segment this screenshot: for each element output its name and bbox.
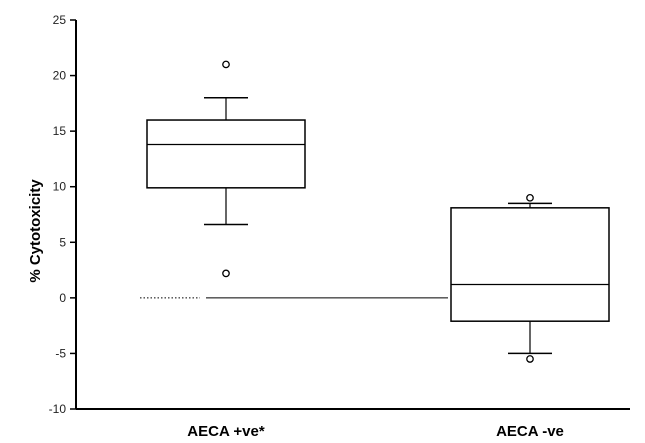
- outlier-point: [222, 269, 230, 278]
- category-labels: AECA +ve* AECA -ve: [187, 423, 564, 440]
- box-2: [450, 193, 610, 363]
- x-category-label: AECA -ve: [496, 423, 564, 440]
- box-iqr: [450, 207, 610, 322]
- y-tick-label: 10: [53, 180, 67, 194]
- y-tick-label: 20: [53, 69, 67, 83]
- y-axis-title: % Cytotoxicity: [27, 179, 44, 283]
- y-tick-label: 5: [59, 235, 66, 249]
- box-series: [146, 60, 610, 363]
- y-tick-label: 25: [53, 13, 67, 27]
- box-1: [146, 60, 306, 278]
- x-category-label: AECA +ve*: [187, 423, 265, 440]
- y-tick-label: 0: [59, 291, 66, 305]
- y-tick-label: -5: [55, 346, 66, 360]
- box-iqr: [146, 119, 306, 189]
- outlier-point: [222, 60, 230, 69]
- outlier-point: [526, 193, 534, 202]
- outlier-point: [526, 355, 534, 363]
- y-tick-label: 15: [53, 124, 67, 138]
- y-tick-label: -10: [49, 402, 67, 416]
- y-axis: -10 -5 0 5 10 15 20 25: [49, 13, 77, 416]
